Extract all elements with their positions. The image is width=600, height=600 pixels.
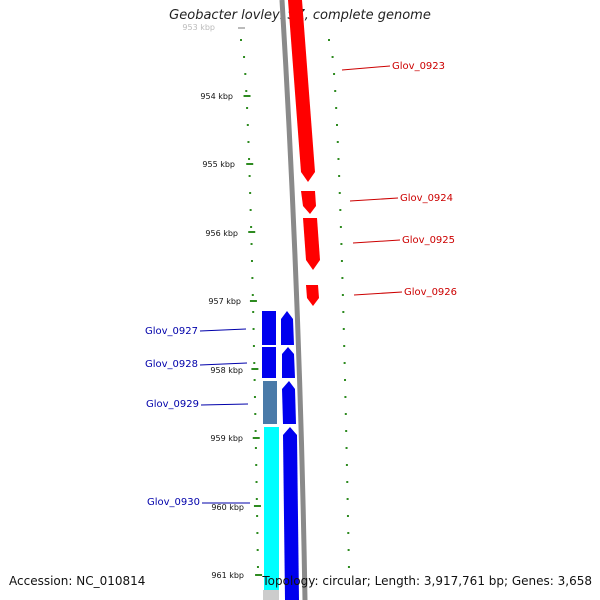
gene-gap-highlight: [263, 590, 279, 600]
gene-label-glov-0928[interactable]: Glov_0928: [145, 359, 198, 370]
gene-arrow-glov-0929[interactable]: [282, 381, 296, 424]
scale-label-956: 956 kbp: [205, 229, 238, 238]
reverse-strand-genes: [262, 311, 299, 600]
scale-labels: 953 kbp 954 kbp 955 kbp 956 kbp 957 kbp …: [182, 23, 244, 580]
gene-label-glov-0930[interactable]: Glov_0930: [147, 497, 200, 508]
gene-arrow-glov-0928[interactable]: [282, 347, 295, 378]
callout-line-glov-0925: [352, 239, 401, 244]
gene-block-glov-0930[interactable]: [264, 427, 279, 600]
gene-arrow-glov-0926[interactable]: [306, 285, 319, 306]
scale-label-959: 959 kbp: [210, 434, 243, 443]
forward-strand-genes: [288, 0, 320, 306]
scale-label-958: 958 kbp: [210, 366, 243, 375]
gene-label-glov-0923[interactable]: Glov_0923: [392, 61, 445, 72]
forward-gene-labels: Glov_0923 Glov_0924 Glov_0925 Glov_0926: [341, 61, 457, 298]
scale-label-957: 957 kbp: [208, 297, 241, 306]
scale-label-954: 954 kbp: [200, 92, 233, 101]
callout-line-glov-0923: [341, 65, 391, 71]
genome-summary-text: Topology: circular; Length: 3,917,761 bp…: [262, 574, 592, 588]
gene-label-glov-0929[interactable]: Glov_0929: [146, 399, 199, 410]
gene-block-glov-0929[interactable]: [263, 381, 277, 424]
gene-arrow-glov-0924[interactable]: [301, 191, 316, 214]
gene-block-glov-0928[interactable]: [262, 347, 276, 378]
reverse-gene-labels: Glov_0927 Glov_0928 Glov_0929 Glov_0930: [145, 326, 250, 508]
scale-label-953: 953 kbp: [182, 23, 215, 32]
gene-arrow-glov-0930[interactable]: [283, 427, 299, 600]
gene-arrow-glov-0923[interactable]: [288, 0, 315, 182]
gene-arrow-glov-0925[interactable]: [303, 218, 320, 270]
gene-label-glov-0924[interactable]: Glov_0924: [400, 193, 453, 204]
callout-line-glov-0927: [199, 328, 247, 332]
gene-label-glov-0925[interactable]: Glov_0925: [402, 235, 455, 246]
scale-tick-track-left: [238, 27, 263, 576]
callout-line-glov-0928: [199, 362, 248, 366]
gene-arrow-glov-0927[interactable]: [281, 311, 294, 345]
genome-backbone: [279, 0, 308, 600]
gene-block-glov-0927[interactable]: [262, 311, 276, 345]
gene-label-glov-0927[interactable]: Glov_0927: [145, 326, 198, 337]
scale-label-960: 960 kbp: [211, 503, 244, 512]
callout-line-glov-0926: [353, 291, 403, 296]
scale-label-955: 955 kbp: [202, 160, 235, 169]
callout-line-glov-0929: [200, 403, 249, 406]
gene-label-glov-0926[interactable]: Glov_0926: [404, 287, 457, 298]
scale-tick-track-right: [328, 39, 350, 568]
callout-line-glov-0924: [349, 197, 399, 202]
accession-text: Accession: NC_010814: [9, 574, 146, 588]
scale-label-961: 961 kbp: [211, 571, 244, 580]
